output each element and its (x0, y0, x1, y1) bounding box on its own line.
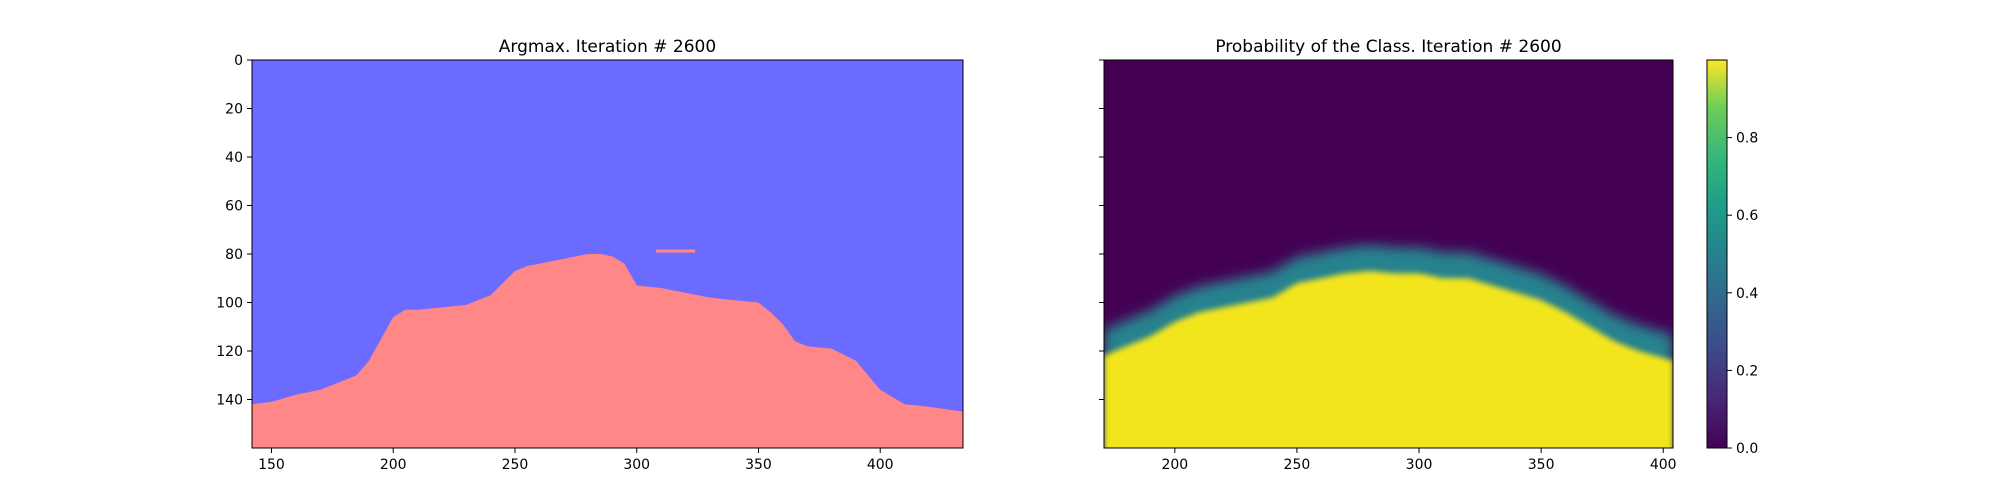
argmax-panel: Argmax. Iteration # 2600 150 200 250 300 350… (216, 37, 964, 473)
colorbar-tick-label-4: 0.8 (1736, 131, 1758, 147)
argmax-title: Argmax. Iteration # 2600 (499, 37, 716, 57)
probability-title: Probability of the Class. Iteration # 26… (1215, 37, 1561, 57)
argmax-ytick-label-100: 100 (216, 296, 243, 312)
probability-panel: Probability of the Class. Iteration # 26… (1099, 37, 1677, 473)
argmax-ytick-label-120: 120 (216, 344, 243, 360)
colorbar-gradient (1706, 59, 1728, 449)
probability-xtick-label-250: 250 (1284, 457, 1311, 473)
colorbar: 0.0 0.2 0.4 0.6 0.8 (1706, 59, 1758, 457)
colorbar-tick-label-3: 0.6 (1736, 208, 1758, 224)
argmax-ytick-label-20: 20 (225, 102, 243, 118)
argmax-xtick-label-300: 300 (623, 457, 650, 473)
probability-xtick-label-300: 300 (1406, 457, 1433, 473)
colorbar-axis: 0.0 0.2 0.4 0.6 0.8 (1727, 131, 1758, 457)
probability-xtick-label-350: 350 (1528, 457, 1555, 473)
colorbar-tick-label-1: 0.2 (1736, 363, 1758, 379)
argmax-class-1-region (252, 254, 963, 448)
colorbar-tick-label-2: 0.4 (1736, 286, 1758, 302)
argmax-ytick-label-60: 60 (225, 199, 243, 215)
colorbar-tick-label-0: 0.0 (1736, 441, 1758, 457)
argmax-ytick-label-80: 80 (225, 247, 243, 263)
argmax-class-1-island (656, 249, 696, 253)
argmax-xtick-label-350: 350 (745, 457, 772, 473)
probability-y-axis (1099, 59, 1104, 400)
argmax-y-axis: 0 20 40 60 80 100 120 140 (216, 53, 252, 409)
probability-xtick-label-400: 400 (1650, 457, 1677, 473)
argmax-xtick-label-200: 200 (380, 457, 407, 473)
argmax-xtick-label-400: 400 (867, 457, 894, 473)
probability-x-axis: 200 250 300 350 400 (1161, 448, 1677, 473)
argmax-xtick-label-150: 150 (258, 457, 285, 473)
probability-xtick-label-200: 200 (1161, 457, 1188, 473)
argmax-xtick-label-250: 250 (502, 457, 529, 473)
argmax-ytick-label-40: 40 (225, 150, 243, 166)
probability-high-region (1104, 271, 1673, 448)
argmax-ytick-label-140: 140 (216, 393, 243, 409)
argmax-ytick-label-0: 0 (234, 53, 243, 69)
argmax-x-axis: 150 200 250 300 350 400 (258, 448, 894, 473)
